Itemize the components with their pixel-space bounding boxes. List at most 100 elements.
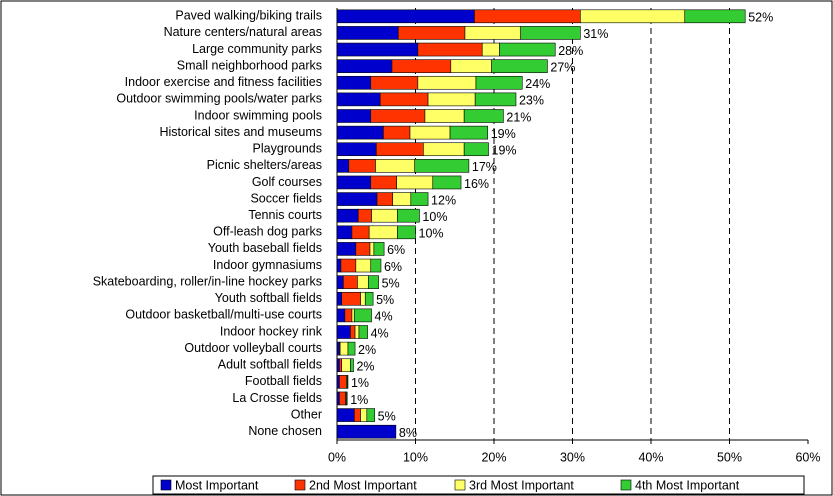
bar-segment	[376, 192, 394, 206]
bar-segment	[351, 225, 370, 240]
y-tick-label: Outdoor basketball/multi-use courts	[125, 308, 322, 322]
bar-segment	[409, 125, 451, 140]
y-tick-label: Picnic shelters/areas	[207, 158, 322, 172]
bar-segment	[410, 192, 429, 206]
bar-label: 12%	[431, 193, 456, 207]
bar-segment	[371, 208, 398, 223]
bar-label: 19%	[492, 144, 517, 158]
bar-label: 6%	[387, 243, 405, 257]
bar-segment	[344, 308, 353, 323]
y-tick-label: Football fields	[245, 374, 322, 388]
bar-segment	[397, 26, 466, 40]
y-tick-label: Historical sites and museums	[159, 125, 322, 139]
legend-label: 2nd Most Important	[309, 478, 417, 492]
bar-segment	[336, 242, 357, 256]
bar-segment	[392, 192, 412, 206]
bar-segment	[341, 291, 361, 306]
bar-label: 23%	[519, 94, 544, 108]
bar-segment	[341, 358, 351, 373]
y-tick-label: Nature centers/natural areas	[164, 25, 322, 39]
bar-segment	[370, 75, 419, 90]
bar-segment	[336, 75, 372, 90]
bar-segment	[336, 175, 372, 190]
bar-segment	[417, 42, 483, 57]
bar-segment	[360, 408, 368, 422]
bar-label: 17%	[472, 160, 497, 174]
x-tick-label: 60%	[795, 450, 820, 464]
y-tick-label: Indoor exercise and fitness facilities	[125, 75, 322, 89]
bar-segment	[336, 225, 353, 240]
bar-segment	[336, 275, 344, 289]
bar-segment	[346, 391, 348, 406]
bar-segment	[336, 358, 340, 373]
legend-swatch	[620, 479, 632, 491]
bar-segment	[336, 258, 342, 273]
y-tick-label: Playgrounds	[253, 142, 323, 156]
bar-segment	[353, 308, 372, 323]
bar-segment	[336, 291, 343, 306]
bar-segment	[336, 308, 346, 323]
bar-segment	[347, 341, 356, 356]
y-tick-label: Skateboarding, roller/in-line hockey par…	[93, 274, 322, 288]
bar-label: 8%	[399, 426, 417, 440]
bar-segment	[368, 225, 398, 240]
bar-segment	[339, 375, 347, 389]
bar-segment	[417, 75, 477, 90]
bar-segment	[474, 9, 581, 24]
bar-segment	[357, 275, 369, 289]
bar-segment	[339, 341, 349, 356]
bar-label: 1%	[351, 376, 369, 390]
y-tick-label: Indoor gymnasiums	[213, 258, 322, 272]
bar-segment	[336, 375, 340, 389]
bar-segment	[474, 92, 517, 107]
y-tick-label: La Crosse fields	[232, 391, 322, 405]
bar-segment	[520, 26, 581, 40]
y-tick-label: Large community parks	[192, 42, 322, 56]
bar-label: 19%	[491, 127, 516, 141]
bar-segment	[355, 258, 372, 273]
bar-segment	[336, 424, 397, 439]
bar-label: 24%	[525, 77, 550, 91]
legend-label: Most Important	[175, 478, 259, 492]
bar-segment	[369, 242, 375, 256]
bar-segment	[336, 109, 372, 123]
bar-segment	[336, 59, 393, 73]
bar-segment	[432, 175, 462, 190]
bar-segment	[397, 208, 420, 223]
x-tick-label: 30%	[560, 450, 585, 464]
bar-segment	[350, 358, 354, 373]
y-tick-label: Adult softball fields	[218, 358, 322, 372]
bar-segment	[336, 92, 381, 107]
bar-segment	[463, 109, 504, 123]
bar-segment	[383, 125, 411, 140]
bar-label: 28%	[558, 44, 583, 58]
bar-segment	[375, 159, 416, 173]
y-tick-label: Small neighborhood parks	[177, 58, 322, 72]
x-tick-label: 20%	[481, 450, 506, 464]
bar-label: 10%	[422, 210, 447, 224]
bar-segment	[336, 391, 340, 406]
bar-segment	[358, 325, 368, 339]
bar-segment	[336, 142, 377, 157]
bar-segment	[449, 125, 489, 140]
bar-segment	[391, 59, 452, 73]
bar-segment	[336, 125, 384, 140]
bar-segment	[348, 159, 376, 173]
bar-segment	[357, 208, 372, 223]
bar-segment	[336, 325, 351, 339]
y-tick-label: None chosen	[248, 424, 322, 438]
y-tick-label: Outdoor swimming pools/water parks	[116, 92, 322, 106]
bar-segment	[350, 325, 356, 339]
legend-label: 3rd Most Important	[469, 478, 574, 492]
y-tick-label: Golf courses	[252, 175, 322, 189]
bar-segment	[424, 109, 465, 123]
bar-segment	[355, 242, 371, 256]
y-tick-label: Paved walking/biking trails	[175, 9, 322, 23]
bar-segment	[346, 375, 349, 389]
bar-segment	[336, 9, 475, 24]
bar-label: 21%	[506, 110, 531, 124]
bar-segment	[336, 26, 399, 40]
bar-segment	[354, 325, 360, 339]
bar-segment	[423, 142, 465, 157]
